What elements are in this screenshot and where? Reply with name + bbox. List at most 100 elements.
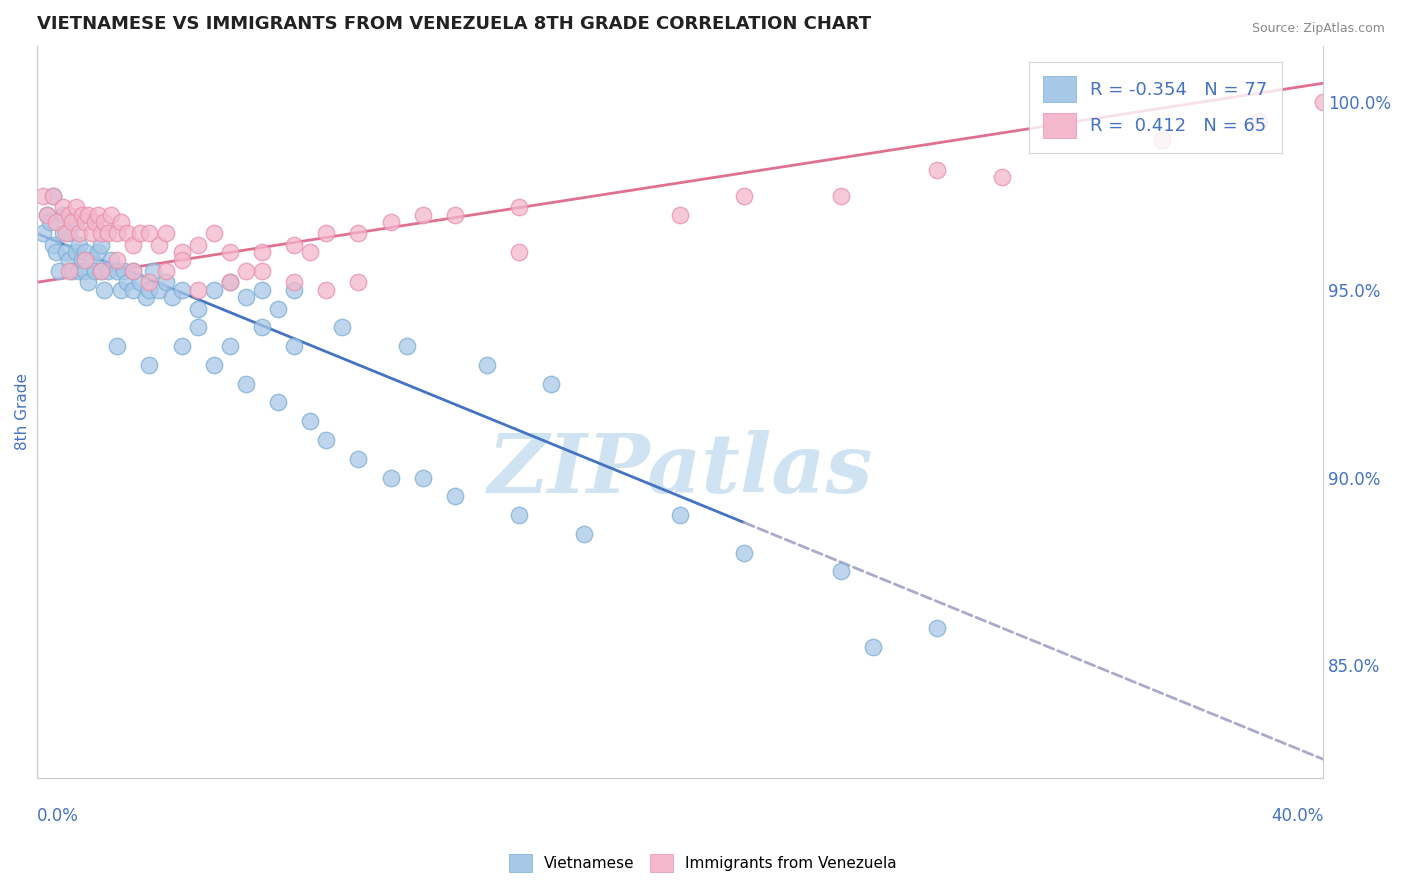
Point bbox=[45, 245, 67, 260]
Point bbox=[35, 208, 58, 222]
Point bbox=[138, 227, 160, 241]
Point bbox=[70, 208, 93, 222]
Point bbox=[97, 227, 120, 241]
Point bbox=[187, 320, 209, 334]
Point bbox=[187, 283, 209, 297]
Point bbox=[235, 264, 257, 278]
Point bbox=[202, 283, 225, 297]
Point bbox=[55, 227, 77, 241]
Point bbox=[35, 208, 58, 222]
Point bbox=[42, 237, 65, 252]
Point bbox=[299, 245, 322, 260]
Point bbox=[1247, 113, 1270, 128]
Point bbox=[830, 189, 852, 203]
Point bbox=[508, 200, 530, 214]
Legend: Vietnamese, Immigrants from Venezuela: Vietnamese, Immigrants from Venezuela bbox=[502, 846, 904, 880]
Point bbox=[412, 208, 434, 222]
Point bbox=[155, 227, 177, 241]
Point bbox=[65, 215, 87, 229]
Point bbox=[90, 264, 112, 278]
Point bbox=[67, 264, 90, 278]
Point bbox=[115, 275, 138, 289]
Point bbox=[42, 189, 65, 203]
Text: Source: ZipAtlas.com: Source: ZipAtlas.com bbox=[1251, 22, 1385, 36]
Point bbox=[75, 215, 97, 229]
Point bbox=[87, 245, 110, 260]
Point bbox=[60, 264, 83, 278]
Point bbox=[733, 189, 755, 203]
Point bbox=[52, 208, 75, 222]
Point bbox=[93, 215, 115, 229]
Point bbox=[332, 320, 354, 334]
Point bbox=[927, 621, 949, 635]
Point bbox=[90, 264, 112, 278]
Point bbox=[75, 252, 97, 267]
Point bbox=[42, 189, 65, 203]
Point bbox=[105, 252, 128, 267]
Point bbox=[267, 395, 290, 409]
Point bbox=[187, 301, 209, 316]
Point bbox=[67, 227, 90, 241]
Point bbox=[138, 275, 160, 289]
Point bbox=[475, 358, 498, 372]
Point bbox=[347, 275, 370, 289]
Point bbox=[830, 565, 852, 579]
Point bbox=[83, 215, 105, 229]
Point bbox=[110, 215, 132, 229]
Point bbox=[347, 451, 370, 466]
Point bbox=[990, 170, 1012, 185]
Point bbox=[235, 290, 257, 304]
Point bbox=[283, 339, 305, 353]
Point bbox=[52, 200, 75, 214]
Y-axis label: 8th Grade: 8th Grade bbox=[15, 374, 30, 450]
Point bbox=[170, 339, 193, 353]
Point bbox=[412, 470, 434, 484]
Point bbox=[58, 252, 80, 267]
Point bbox=[669, 208, 692, 222]
Point bbox=[105, 264, 128, 278]
Point bbox=[170, 252, 193, 267]
Point bbox=[299, 414, 322, 428]
Text: 40.0%: 40.0% bbox=[1271, 807, 1323, 825]
Point bbox=[65, 245, 87, 260]
Point bbox=[115, 227, 138, 241]
Point bbox=[80, 252, 103, 267]
Point bbox=[155, 275, 177, 289]
Point bbox=[395, 339, 418, 353]
Point bbox=[540, 376, 562, 391]
Point bbox=[93, 283, 115, 297]
Point bbox=[135, 290, 157, 304]
Point bbox=[267, 301, 290, 316]
Point bbox=[347, 227, 370, 241]
Point bbox=[160, 290, 183, 304]
Point bbox=[128, 275, 150, 289]
Point bbox=[235, 376, 257, 391]
Point bbox=[70, 252, 93, 267]
Point bbox=[80, 227, 103, 241]
Point bbox=[112, 264, 135, 278]
Point bbox=[148, 283, 170, 297]
Point bbox=[142, 264, 165, 278]
Point bbox=[90, 237, 112, 252]
Point bbox=[444, 489, 467, 503]
Text: ZIPatlas: ZIPatlas bbox=[488, 431, 873, 510]
Point bbox=[250, 245, 273, 260]
Point bbox=[105, 227, 128, 241]
Point bbox=[138, 283, 160, 297]
Point bbox=[55, 245, 77, 260]
Point bbox=[283, 283, 305, 297]
Legend: R = -0.354   N = 77, R =  0.412   N = 65: R = -0.354 N = 77, R = 0.412 N = 65 bbox=[1029, 62, 1282, 153]
Point bbox=[77, 208, 100, 222]
Point bbox=[65, 200, 87, 214]
Point bbox=[1312, 95, 1334, 109]
Point bbox=[202, 227, 225, 241]
Point bbox=[669, 508, 692, 522]
Point bbox=[138, 358, 160, 372]
Point bbox=[90, 227, 112, 241]
Point bbox=[45, 215, 67, 229]
Point bbox=[105, 339, 128, 353]
Point bbox=[38, 215, 60, 229]
Point bbox=[283, 237, 305, 252]
Point bbox=[733, 546, 755, 560]
Point bbox=[218, 275, 240, 289]
